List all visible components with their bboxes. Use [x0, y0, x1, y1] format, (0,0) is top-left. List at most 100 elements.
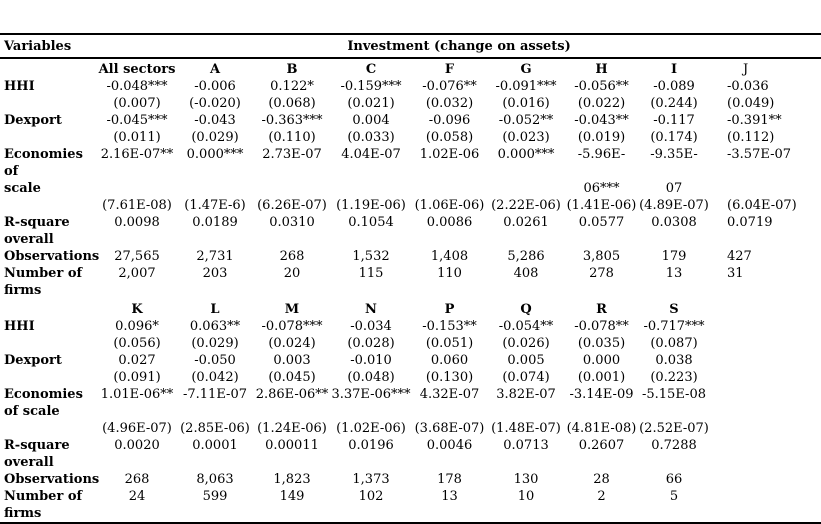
table-row: Observations 27,565 2,731 268 1,532 1,408 5,28… — [0, 248, 821, 265]
table-cell: (1.41E-06) — [566, 198, 637, 213]
row-label — [0, 197, 97, 214]
table-cell: 408 — [513, 266, 539, 281]
row-label: Observations — [4, 472, 100, 487]
table-cell: 66 — [665, 472, 683, 487]
table-cell — [709, 369, 821, 386]
table-cell: -0.089 — [653, 79, 695, 94]
column-header: G — [520, 62, 532, 77]
table-cell: (6.04E-07) — [727, 198, 797, 213]
table-cell: (0.032) — [425, 96, 474, 111]
column-header: M — [284, 302, 300, 317]
table-cell: 0.0261 — [503, 215, 549, 230]
column-header: F — [444, 62, 455, 77]
table-row: Economies of scale 2.16E-07** 0.000*** 2.73… — [0, 146, 821, 197]
table-cell: 0.0020 — [114, 438, 160, 453]
table-cell — [709, 420, 821, 437]
table-cell — [709, 335, 821, 352]
row-label: HHI — [4, 319, 35, 334]
table-cell: 4.32E-07 — [419, 387, 480, 402]
row-label — [0, 129, 97, 146]
table-cell: 0.000 — [582, 353, 621, 368]
table-cell: 179 — [661, 249, 687, 264]
row-label — [0, 420, 97, 437]
table-cell: (0.130) — [425, 370, 474, 385]
table-cell: 1.02E-06 — [419, 147, 480, 162]
table-cell: 2,731 — [196, 249, 234, 264]
column-header: R — [596, 302, 607, 317]
table-cell: (0.042) — [191, 370, 239, 385]
table-row: (7.61E-08) (1.47E-6) (6.26E-07) (1.19E-06) (… — [0, 197, 821, 214]
table-cell: (0.045) — [268, 370, 316, 385]
table-cell: (0.068) — [268, 96, 316, 111]
table-cell: -0.153** — [422, 319, 477, 334]
row-label — [0, 335, 97, 352]
table-cell: 102 — [358, 489, 384, 504]
table-cell: 0.2607 — [578, 438, 625, 453]
table-cell: -5.15E-08 — [641, 387, 706, 402]
table-cell: -0.034 — [350, 319, 392, 334]
table-cell: 0.027 — [118, 353, 156, 368]
table-cell: 178 — [437, 472, 462, 487]
table-cell: (0.174) — [650, 130, 698, 145]
column-header: A — [209, 62, 221, 77]
table-cell: 110 — [437, 266, 462, 281]
table-cell: (1.24E-06) — [257, 421, 327, 436]
table-cell: 3.82E-07 — [496, 387, 556, 402]
table-cell: (4.96E-07) — [102, 421, 172, 436]
table-cell — [709, 352, 821, 369]
table-cell: (1.06E-06) — [414, 198, 485, 213]
table-cell: -0.045*** — [106, 113, 168, 128]
table-cell: (2.85E-06) — [180, 421, 250, 436]
column-header: P — [444, 302, 455, 317]
table-cell: (0.051) — [425, 336, 474, 351]
table-cell: 0.005 — [507, 353, 545, 368]
table-cell: (-0.020) — [189, 96, 241, 111]
table-cell: 31 — [727, 266, 744, 281]
column-header: L — [210, 302, 220, 317]
table-cell: (1.47E-6) — [184, 198, 246, 213]
column-header: B — [286, 62, 298, 77]
table-cell: -0.096 — [428, 113, 471, 128]
table-cell: 2,007 — [118, 266, 156, 281]
table-cell: (0.112) — [727, 130, 775, 145]
table-cell: 0.004 — [352, 113, 390, 128]
column-header: K — [131, 302, 143, 317]
table-cell: (0.019) — [577, 130, 626, 145]
table-cell: 3.37E-06*** — [331, 387, 411, 402]
table-cell: (4.89E-07) — [639, 198, 709, 213]
table-cell: (2.22E-06) — [491, 198, 561, 213]
table-cell: -0.078** — [574, 319, 629, 334]
table-cell: 0.0196 — [348, 438, 394, 453]
table-row: Number of firms 2,007 203 20 115 110 408 278 13 3… — [0, 265, 821, 299]
table-cell: 268 — [279, 249, 305, 264]
table-cell: 0.1054 — [348, 215, 394, 230]
table-cell: 0.0577 — [578, 215, 625, 230]
row-label: HHI — [4, 79, 35, 94]
table-cell: -0.036 — [727, 79, 769, 94]
row-label — [0, 299, 97, 318]
table-cell: -0.006 — [194, 79, 236, 94]
table-cell: 0.0308 — [651, 215, 697, 230]
table-cell: 268 — [124, 472, 150, 487]
column-header: All sectors — [98, 62, 176, 77]
table-cell — [709, 471, 821, 488]
table-row: HHI 0.096* 0.063** -0.078*** -0.034 -0.153** -… — [0, 318, 821, 335]
table-cell: (3.68E-07) — [414, 421, 485, 436]
table-row: (0.056) (0.029) (0.024) (0.028) (0.051) (0.02… — [0, 335, 821, 352]
table-cell: (0.033) — [347, 130, 395, 145]
table-cell: 130 — [513, 472, 539, 487]
table-cell: (1.19E-06) — [336, 198, 406, 213]
column-header: H — [595, 62, 608, 77]
table-cell: 278 — [589, 266, 614, 281]
row-label: Dexport — [4, 113, 62, 128]
table-cell: (0.011) — [113, 130, 161, 145]
table-cell: 5,286 — [507, 249, 545, 264]
table-cell: (0.048) — [347, 370, 395, 385]
table-cell: 8,063 — [196, 472, 234, 487]
table-row: Number of firms 24 599 149 102 13 10 2 5 — [0, 488, 821, 523]
table-cell: 1,532 — [352, 249, 390, 264]
table-cell: 10 — [517, 489, 535, 504]
table-cell: 3,805 — [582, 249, 621, 264]
